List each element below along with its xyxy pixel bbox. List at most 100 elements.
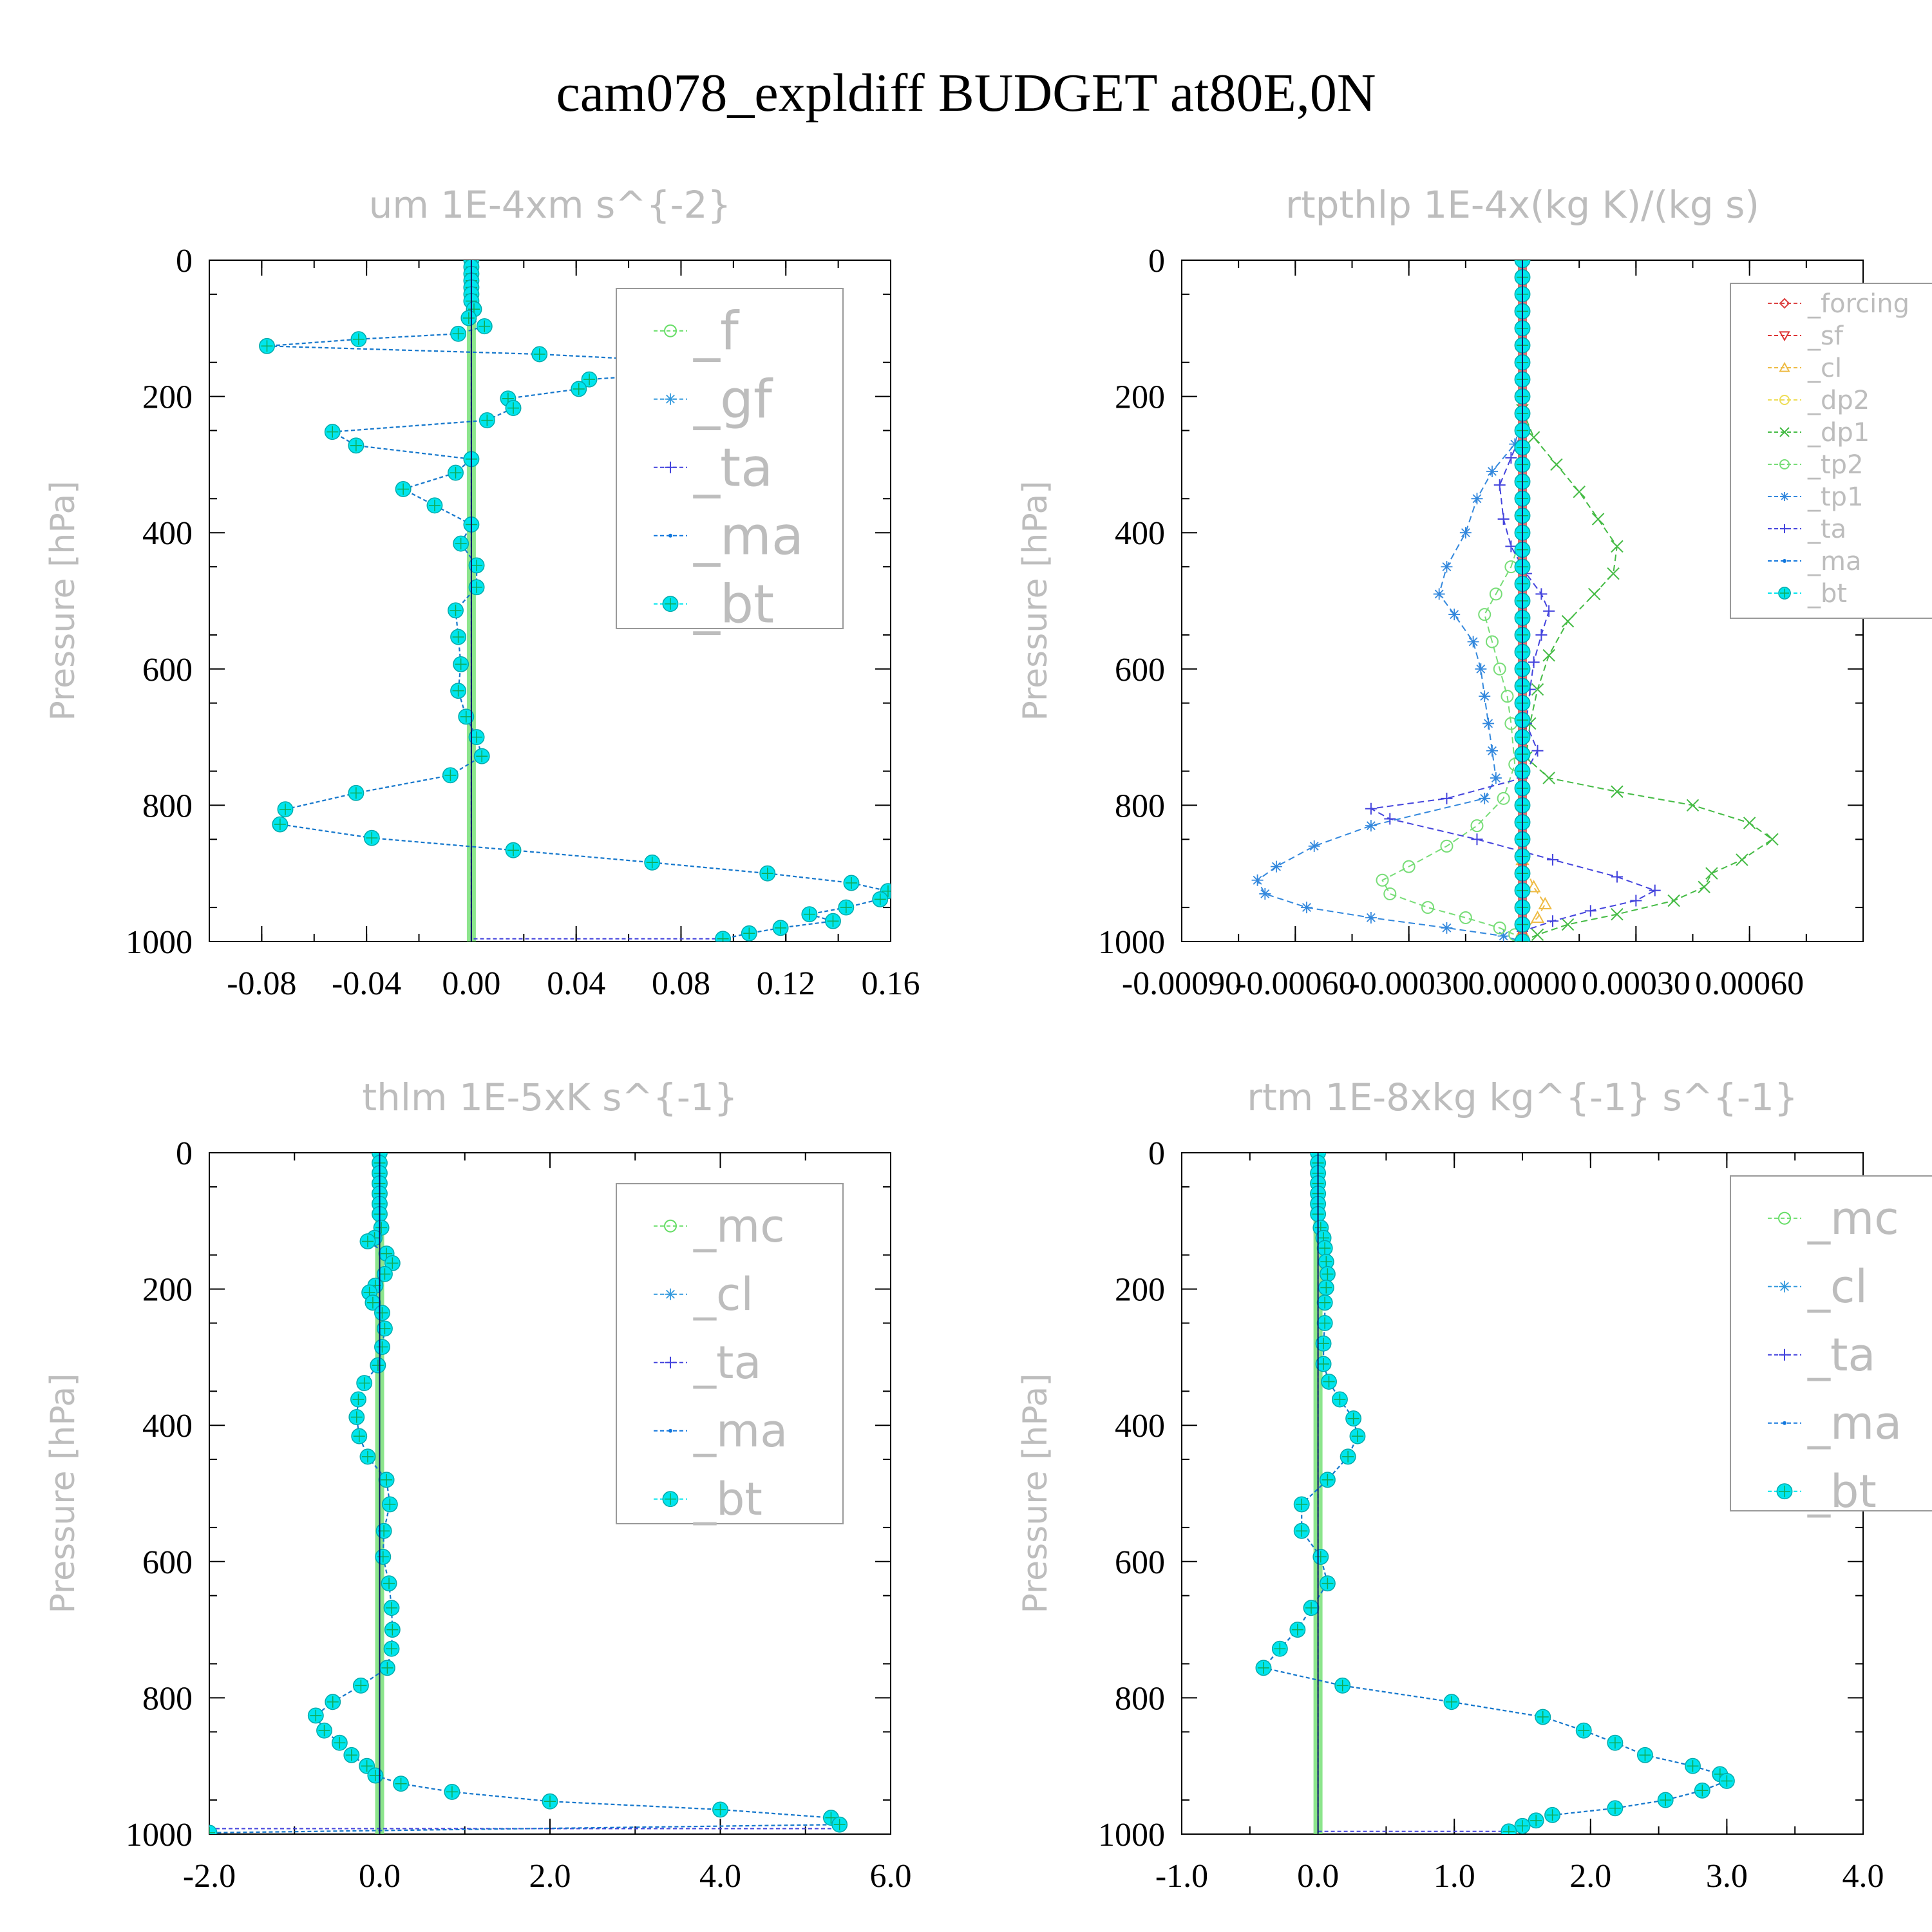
x-tick-label: 6.0 [870,1858,912,1895]
data-point [1497,791,1510,805]
y-tick-label: 200 [1115,1272,1165,1309]
data-point [1441,922,1453,934]
legend-entry: _tp1 [1768,482,1864,512]
data-point [1530,910,1545,923]
y-tick-label: 800 [1115,788,1165,824]
legend-entry: _ma [654,1405,788,1457]
data-point [1547,854,1559,866]
y-tick-label: 200 [142,1272,193,1309]
data-point [1448,609,1461,621]
y-tick-label: 1000 [1098,924,1165,961]
legend-label: _cl [1807,1260,1868,1313]
legend-label: _mc [693,1200,785,1253]
legend: _f _gf _ta _ma _bt [616,288,844,635]
data-point [1611,785,1624,798]
data-point [1779,298,1790,309]
data-point [1259,887,1271,900]
x-tick-label: -0.00060 [1235,965,1355,1002]
legend-label: _bt [693,574,774,635]
legend-box [1730,283,1932,619]
data-point [1780,492,1789,501]
series-line [1368,430,1657,942]
data-point [1649,884,1661,896]
legend: _mc _cl _ta _ma _bt [616,1183,844,1526]
y-tick-label: 600 [1115,652,1165,688]
y-tick-label: 400 [1115,515,1165,552]
data-point [1493,921,1506,934]
x-tick-label: 0.00000 [1468,965,1577,1002]
y-tick-label: 600 [142,1544,193,1581]
plot-area [1255,1153,1735,1834]
y-tick-label: 200 [142,379,193,416]
data-point [1300,902,1312,914]
data-point [1778,1211,1791,1225]
data-point [1587,587,1601,601]
data-point [1527,431,1540,444]
data-point [1535,629,1548,641]
x-tick-label: 2.0 [1569,1858,1611,1895]
data-point [1486,744,1498,757]
data-point [1528,656,1540,668]
legend-entry: _bt [1768,1465,1877,1518]
x-tick-label: 0.00 [442,965,500,1002]
data-point [1501,690,1514,703]
x-tick-label: 4.0 [699,1858,741,1895]
x-tick-label: 0.00060 [1695,965,1804,1002]
data-point [1489,587,1502,601]
data-point [1780,524,1789,533]
legend-entry: _gf [654,369,773,430]
legend-label: _ta [1807,1329,1875,1381]
series-line [1522,410,1774,942]
data-point [1485,635,1499,649]
legend-entry: _ta [654,1336,761,1389]
legend-entry: _bt [654,574,774,635]
y-tick-label: 0 [1148,243,1165,279]
legend-entry: _cl [1768,354,1842,383]
data-point [1471,833,1483,846]
data-point [1783,1421,1786,1425]
data-point [1441,792,1453,804]
x-tick-label: 0.0 [359,1858,401,1895]
data-point [1591,513,1605,526]
series-tp1 [1251,411,1528,942]
series-bt [209,1153,848,1834]
y-tick-label: 200 [1115,379,1165,416]
x-tick-label: 1.0 [1434,1858,1475,1895]
legend-entry: _ma [1768,547,1861,576]
legend-label: _cl [693,1268,753,1321]
y-axis-label: Pressure [hPa] [1016,481,1055,721]
legend-label: _tp1 [1807,482,1864,512]
data-point [1667,894,1680,907]
legend-label: _bt [1807,1465,1877,1518]
x-tick-label: 2.0 [529,1858,571,1895]
y-tick-label: 800 [1115,1680,1165,1717]
legend-entry: _f [654,301,740,362]
legend-label: _ma [1807,547,1861,576]
data-point [1630,895,1642,907]
data-point [1505,451,1517,464]
chart-panel-2: rtpthlp 1E-4x(kg K)/(kg s) Pressure [hPa]… [1016,183,1932,1002]
legend-entry: _ma [654,506,804,567]
legend-label: _cl [1807,354,1842,383]
panel-title: rtpthlp 1E-4x(kg K)/(kg s) [1285,183,1759,227]
series-line [1262,1153,1728,1832]
x-tick-label: -0.04 [332,965,401,1002]
data-point [1270,860,1282,873]
data-point [1308,840,1320,852]
legend-label: _ma [693,506,804,567]
legend-label: _ta [693,437,773,498]
data-point [1376,873,1389,887]
y-tick-label: 400 [142,1408,193,1444]
data-point [1736,853,1748,866]
legend-label: _mc [1807,1192,1899,1245]
data-point [1479,792,1491,804]
legend-entry: _mc [654,1200,785,1253]
legend-entry: _mc [1768,1192,1899,1245]
data-point [1497,513,1510,526]
data-point [1493,479,1506,491]
series-bt [259,260,891,942]
data-point [1698,880,1710,894]
data-point [1779,361,1790,372]
x-tick-label: 0.00030 [1582,965,1690,1002]
data-point [665,461,676,473]
